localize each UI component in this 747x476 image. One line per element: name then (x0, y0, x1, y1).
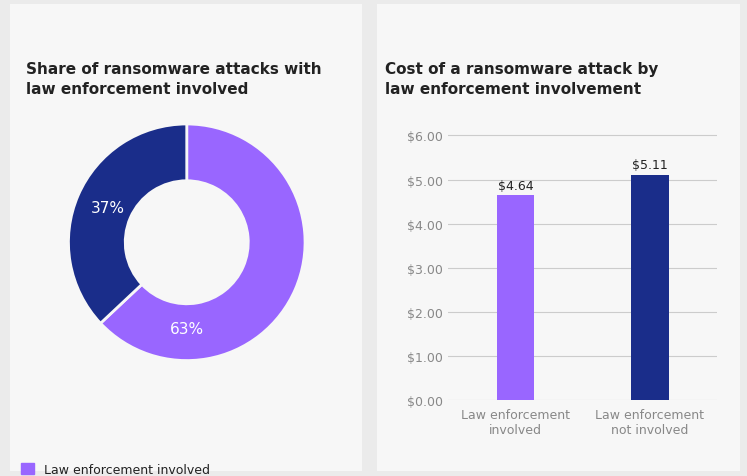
Bar (497, 196, 534, 400)
Text: 37%: 37% (90, 201, 125, 216)
Wedge shape (101, 125, 305, 361)
Bar (631, 175, 669, 400)
Text: $5.11: $5.11 (632, 159, 668, 172)
Text: 63%: 63% (170, 321, 204, 337)
Text: Cost of a ransomware attack by
law enforcement involvement: Cost of a ransomware attack by law enfor… (385, 62, 658, 97)
Legend: Law enforcement involved, Law enforcement not involved: Law enforcement involved, Law enforcemen… (22, 463, 235, 476)
Wedge shape (69, 125, 187, 324)
Text: Share of ransomware attacks with
law enforcement involved: Share of ransomware attacks with law enf… (26, 62, 322, 97)
Text: $4.64: $4.64 (498, 179, 533, 192)
